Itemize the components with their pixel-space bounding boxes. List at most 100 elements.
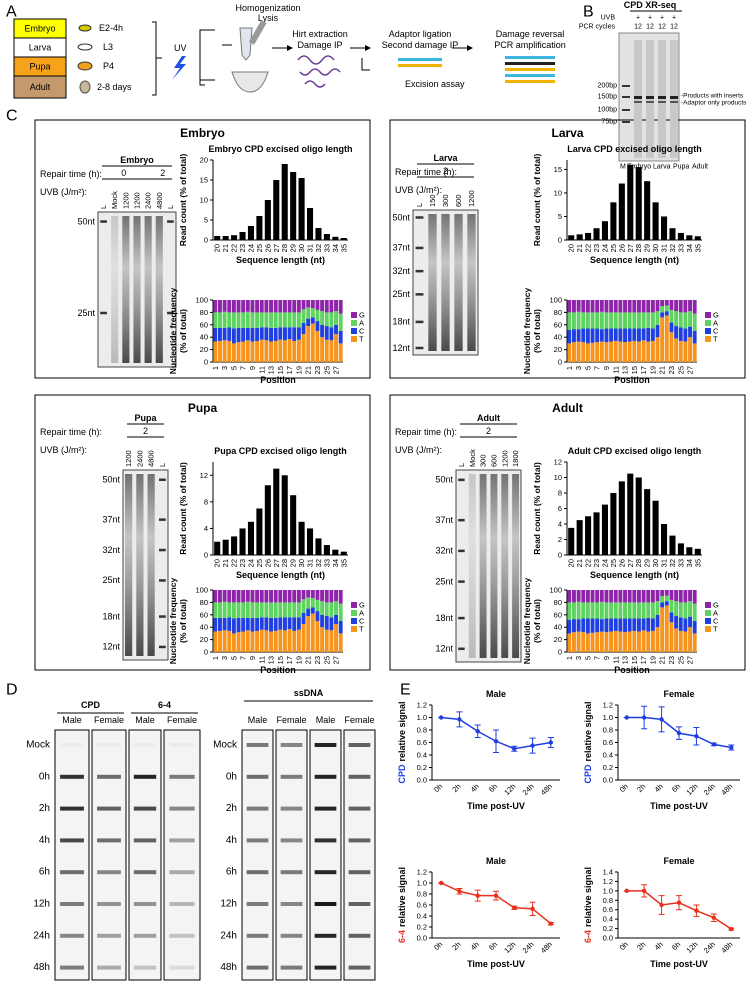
stacked-segment bbox=[310, 590, 315, 599]
gel-lane bbox=[428, 214, 437, 351]
stacked-segment bbox=[664, 595, 669, 602]
stacked-segment bbox=[637, 328, 641, 342]
stacked-segment bbox=[688, 616, 692, 628]
x-tick-label: 12h bbox=[502, 940, 517, 955]
stacked-segment bbox=[664, 315, 669, 362]
blot-band bbox=[348, 870, 371, 875]
lane-label: Mock bbox=[468, 449, 477, 467]
stacked-segment bbox=[604, 312, 609, 329]
point bbox=[659, 717, 664, 722]
chart-title: Adult CPD excised oligo length bbox=[568, 446, 702, 456]
bar bbox=[660, 524, 668, 555]
stacked-segment bbox=[264, 340, 269, 362]
lane-label: L bbox=[415, 203, 424, 207]
bar bbox=[315, 538, 322, 555]
blot-band bbox=[60, 806, 84, 811]
stacked-segment bbox=[613, 312, 618, 329]
stacked-segment bbox=[618, 631, 623, 652]
uvb-mark: + bbox=[636, 15, 640, 22]
gel-band bbox=[646, 101, 654, 103]
blot-band bbox=[60, 838, 84, 843]
stacked-segment bbox=[236, 327, 241, 343]
stacked-segment bbox=[269, 617, 273, 632]
bar bbox=[214, 541, 221, 555]
stacked-segment bbox=[595, 342, 600, 362]
stacked-segment bbox=[669, 332, 674, 362]
x-tick-label: 29 bbox=[289, 244, 298, 252]
y-axis-label: 6-4 relative signal bbox=[397, 867, 407, 943]
stacked-segment bbox=[278, 629, 283, 652]
blot-band bbox=[280, 933, 303, 938]
y-tick-label: 8 bbox=[558, 489, 562, 498]
panel-box bbox=[389, 394, 746, 671]
ladder-band bbox=[622, 96, 630, 98]
stacked-segment bbox=[250, 327, 255, 342]
x-tick-label: 5 bbox=[583, 656, 592, 660]
stacked-segment bbox=[590, 618, 595, 633]
stacked-segment bbox=[567, 300, 572, 313]
stacked-segment bbox=[292, 300, 297, 313]
pcr-cycles: 12 bbox=[646, 24, 654, 31]
stacked-segment bbox=[637, 618, 641, 632]
stacked-segment bbox=[585, 618, 590, 634]
x-tick-label: 31 bbox=[306, 559, 315, 567]
arrow bbox=[361, 58, 370, 71]
ladder-band bbox=[458, 616, 465, 620]
stacked-segment bbox=[338, 331, 343, 344]
panel-box bbox=[389, 119, 746, 379]
y-tick-label: 0.8 bbox=[417, 726, 427, 735]
marker-label: 12nt bbox=[392, 343, 410, 353]
stacked-segment bbox=[650, 340, 655, 362]
fly-icon bbox=[79, 80, 91, 94]
bar bbox=[281, 475, 288, 555]
stacked-segment bbox=[245, 630, 250, 652]
x-tick-label: 12h bbox=[684, 940, 699, 955]
stacked-segment bbox=[618, 590, 623, 603]
chart-title: Pupa CPD excised oligo length bbox=[214, 446, 347, 456]
stacked-segment bbox=[660, 590, 665, 597]
dna bbox=[297, 55, 341, 88]
x-tick-label: 11 bbox=[257, 656, 266, 664]
x-tick-label: 6h bbox=[670, 940, 682, 952]
x-axis-label: Sequence length (nt) bbox=[236, 570, 325, 580]
stacked-segment bbox=[664, 300, 669, 306]
y-axis-label: (% of total) bbox=[532, 309, 542, 353]
x-tick-label: 30 bbox=[651, 244, 660, 252]
stacked-segment bbox=[213, 590, 218, 603]
stacked-segment bbox=[655, 324, 660, 338]
legend-swatch bbox=[705, 328, 711, 334]
marker-label: 32nt bbox=[102, 545, 120, 555]
legend-label: T bbox=[359, 335, 364, 344]
stacked-segment bbox=[306, 326, 311, 362]
stacked-segment bbox=[218, 300, 222, 313]
x-tick-label: 9 bbox=[248, 366, 257, 370]
y-tick-label: 5 bbox=[204, 216, 208, 225]
uv-label: UV bbox=[174, 43, 187, 53]
stacked-segment bbox=[655, 627, 660, 652]
x-tick-label: 6h bbox=[487, 782, 499, 794]
x-tick-label: 4h bbox=[469, 782, 481, 794]
ladder-band bbox=[167, 311, 174, 315]
stacked-segment bbox=[664, 311, 669, 316]
marker-label: 50nt bbox=[392, 212, 410, 222]
stacked-segment bbox=[306, 590, 311, 598]
x-tick-label: 29 bbox=[643, 244, 652, 252]
gel-lane bbox=[133, 216, 141, 363]
stacked-segment bbox=[315, 611, 320, 621]
stacked-segment bbox=[581, 602, 586, 619]
ladder-band bbox=[415, 346, 424, 350]
bar bbox=[273, 180, 280, 240]
marker-label: 25nt bbox=[435, 576, 453, 586]
stacked-segment bbox=[632, 312, 637, 329]
stacked-segment bbox=[674, 601, 679, 617]
x-tick-label: 27 bbox=[332, 656, 341, 664]
stacked-segment bbox=[650, 312, 655, 329]
step: Damage IP bbox=[297, 40, 342, 50]
legend-swatch bbox=[705, 336, 711, 342]
x-tick-label: 9 bbox=[248, 656, 257, 660]
group-label: CPD bbox=[81, 700, 101, 710]
bar bbox=[686, 235, 693, 240]
stacked-segment bbox=[623, 328, 627, 343]
x-tick-label: 27 bbox=[272, 559, 281, 567]
y-tick-label: 80 bbox=[554, 308, 562, 317]
